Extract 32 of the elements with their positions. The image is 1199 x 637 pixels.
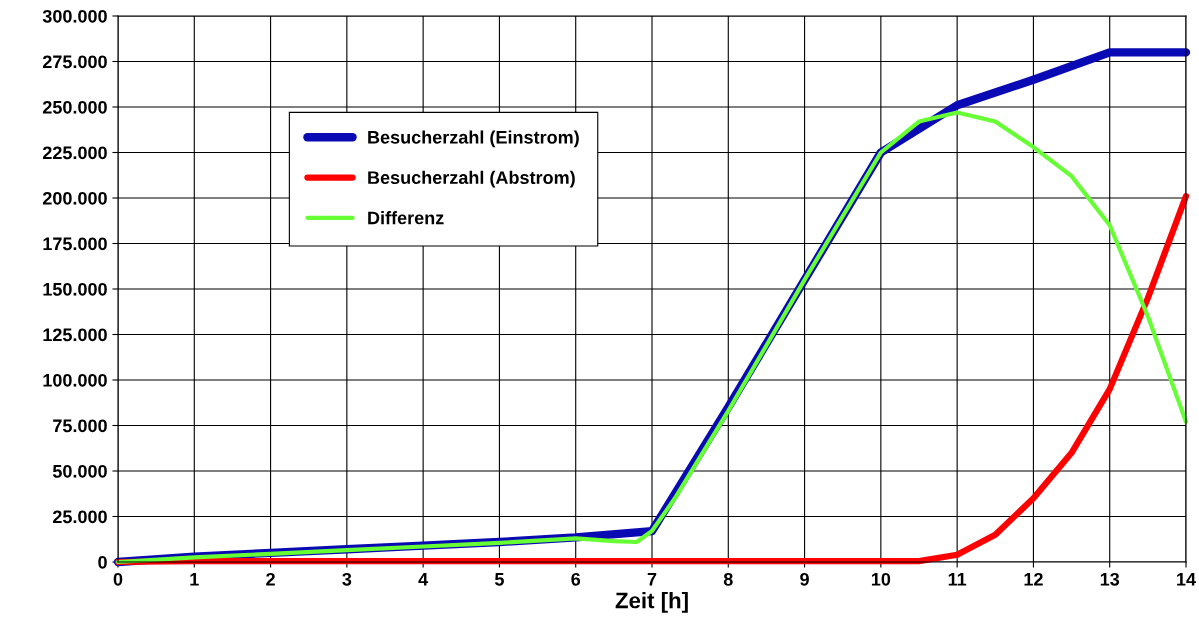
y-tick-label: 25.000 [52, 510, 107, 524]
x-tick-label: 10 [871, 572, 891, 586]
x-tick-label: 4 [418, 573, 429, 586]
y-tick-label: 50.000 [52, 464, 107, 478]
y-tick-label: 275.000 [42, 55, 107, 69]
y-tick-label: 300.000 [42, 9, 107, 23]
x-axis-title: Zeit [h] [615, 592, 688, 613]
legend-label: Besucherzahl (Abstrom) [368, 170, 575, 188]
legend-label: Besucherzahl (Einstrom) [368, 130, 579, 148]
x-tick-label: 1 [190, 573, 199, 586]
x-tick-label: 3 [342, 572, 352, 586]
x-tick-label: 6 [571, 572, 581, 586]
y-tick-label: 175.000 [43, 237, 107, 251]
y-tick-label: 200.000 [42, 191, 107, 205]
x-tick-label: 5 [494, 573, 504, 586]
x-tick-label: 7 [647, 573, 657, 586]
x-tick-label: 13 [1100, 572, 1120, 586]
x-tick-label: 14 [1177, 573, 1196, 586]
y-tick-label: 250.000 [42, 100, 107, 114]
x-tick-label: 11 [948, 573, 967, 586]
x-tick-label: 12 [1024, 572, 1043, 586]
x-tick-label: 2 [266, 572, 275, 586]
y-tick-label: 100.000 [43, 373, 107, 387]
x-tick-label: 9 [800, 572, 809, 586]
x-tick-label: 8 [723, 572, 733, 586]
x-tick-label: 0 [113, 572, 123, 586]
legend-label: Differenz [368, 211, 444, 225]
y-tick-label: 0 [98, 555, 107, 569]
y-tick-label: 125.000 [43, 328, 107, 342]
y-tick-label: 150.000 [43, 282, 107, 296]
y-tick-label: 75.000 [53, 419, 107, 433]
y-tick-label: 225.000 [42, 146, 107, 160]
